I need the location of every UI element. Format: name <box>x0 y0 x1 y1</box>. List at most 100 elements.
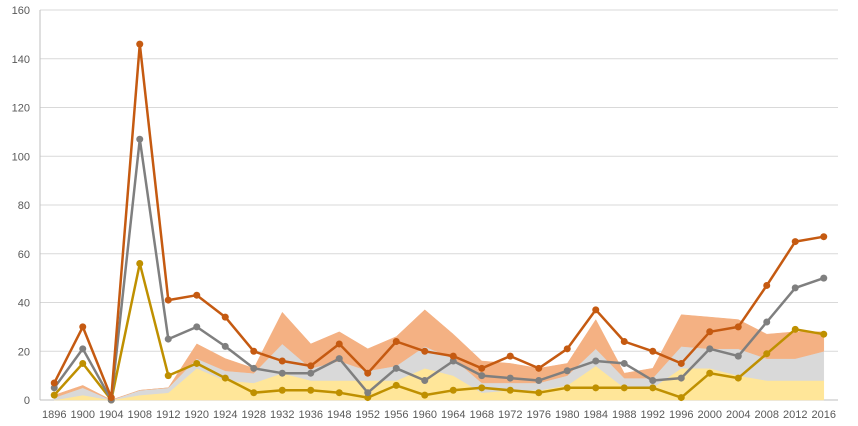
data-point <box>79 323 87 331</box>
y-tick-label: 60 <box>18 249 30 261</box>
data-point <box>535 364 543 372</box>
y-tick-label: 160 <box>12 5 30 17</box>
series-line <box>53 42 825 399</box>
data-point <box>250 347 258 355</box>
data-point <box>364 369 372 377</box>
data-point <box>449 352 457 360</box>
data-point <box>221 313 229 321</box>
data-point <box>620 338 628 345</box>
y-tick-label: 0 <box>24 395 30 407</box>
data-point <box>506 352 514 360</box>
data-point <box>421 347 429 355</box>
data-point <box>791 238 799 246</box>
x-tick-label: 1948 <box>327 409 351 421</box>
x-tick-label: 1896 <box>42 409 66 421</box>
data-point <box>307 386 315 394</box>
data-point <box>677 359 685 367</box>
data-point <box>506 374 514 382</box>
data-point <box>820 233 828 241</box>
data-point <box>278 369 286 377</box>
stacked-area-series <box>54 309 825 401</box>
data-point <box>50 391 58 399</box>
data-point <box>592 306 600 314</box>
data-point <box>478 364 486 372</box>
data-point <box>307 369 315 377</box>
area-band-3 <box>54 309 825 401</box>
data-point <box>478 384 486 392</box>
x-tick-label: 1956 <box>384 409 408 421</box>
data-point <box>364 394 372 402</box>
x-tick-label: 1932 <box>270 409 294 421</box>
x-tick-label: 1952 <box>356 409 380 421</box>
data-point <box>677 374 685 382</box>
data-point <box>620 384 628 392</box>
data-point <box>221 374 229 382</box>
data-point <box>278 357 286 365</box>
line-series-2 <box>50 135 828 404</box>
data-point <box>335 340 343 348</box>
data-point <box>335 355 343 363</box>
x-tick-label: 1976 <box>527 409 551 421</box>
data-point <box>791 325 799 333</box>
x-tick-label: 1924 <box>213 409 237 421</box>
gridlines <box>39 9 838 401</box>
data-point <box>478 372 486 380</box>
data-point <box>164 335 172 343</box>
data-point <box>706 345 714 353</box>
x-tick-label: 1992 <box>641 409 665 421</box>
data-point <box>592 357 600 365</box>
data-point <box>734 374 742 382</box>
x-tick-label: 1908 <box>128 409 152 421</box>
data-point <box>649 347 657 355</box>
x-tick-label: 2004 <box>726 409 750 421</box>
data-point <box>620 359 628 367</box>
data-point <box>649 384 657 392</box>
x-tick-label: 1984 <box>584 409 608 421</box>
series-line <box>53 137 825 402</box>
data-point <box>706 369 714 377</box>
data-point <box>364 389 372 397</box>
y-tick-label: 100 <box>12 151 30 163</box>
x-tick-label: 1968 <box>470 409 494 421</box>
x-tick-label: 1964 <box>441 409 465 421</box>
data-point <box>421 377 429 384</box>
x-tick-label: 1980 <box>555 409 579 421</box>
y-tick-label: 140 <box>12 54 30 66</box>
x-tick-label: 2000 <box>698 409 722 421</box>
x-tick-label: 1960 <box>413 409 437 421</box>
data-point <box>763 318 771 326</box>
x-tick-label: 1904 <box>99 409 123 421</box>
data-point <box>734 323 742 331</box>
data-point <box>563 367 571 375</box>
data-point <box>79 345 87 353</box>
x-tick-label: 1928 <box>242 409 266 421</box>
data-point <box>278 386 286 394</box>
data-point <box>421 391 429 399</box>
x-axis-tick-labels: 1896 1900 1904 1908 1912 1920 1924 1928 1932 1936… <box>42 409 836 421</box>
y-tick-label: 120 <box>12 103 30 115</box>
data-point <box>50 384 58 392</box>
data-point <box>449 357 457 365</box>
data-point <box>506 386 514 394</box>
data-point <box>820 330 828 338</box>
data-point <box>136 260 144 267</box>
data-point <box>79 359 87 367</box>
line-series <box>50 40 828 404</box>
data-point <box>592 384 600 392</box>
data-point <box>136 135 144 143</box>
y-tick-label: 40 <box>18 298 30 310</box>
data-point <box>335 389 343 397</box>
x-tick-label: 2016 <box>812 409 836 421</box>
x-tick-label: 2012 <box>783 409 807 421</box>
x-tick-label: 1996 <box>669 409 693 421</box>
data-point <box>563 345 571 353</box>
data-point <box>307 362 315 370</box>
x-tick-label: 1900 <box>71 409 95 421</box>
y-tick-label: 80 <box>18 200 30 212</box>
data-point <box>392 364 400 372</box>
y-tick-label: 20 <box>18 346 30 358</box>
data-point <box>221 342 229 350</box>
data-point <box>535 377 543 384</box>
data-point <box>763 350 771 358</box>
